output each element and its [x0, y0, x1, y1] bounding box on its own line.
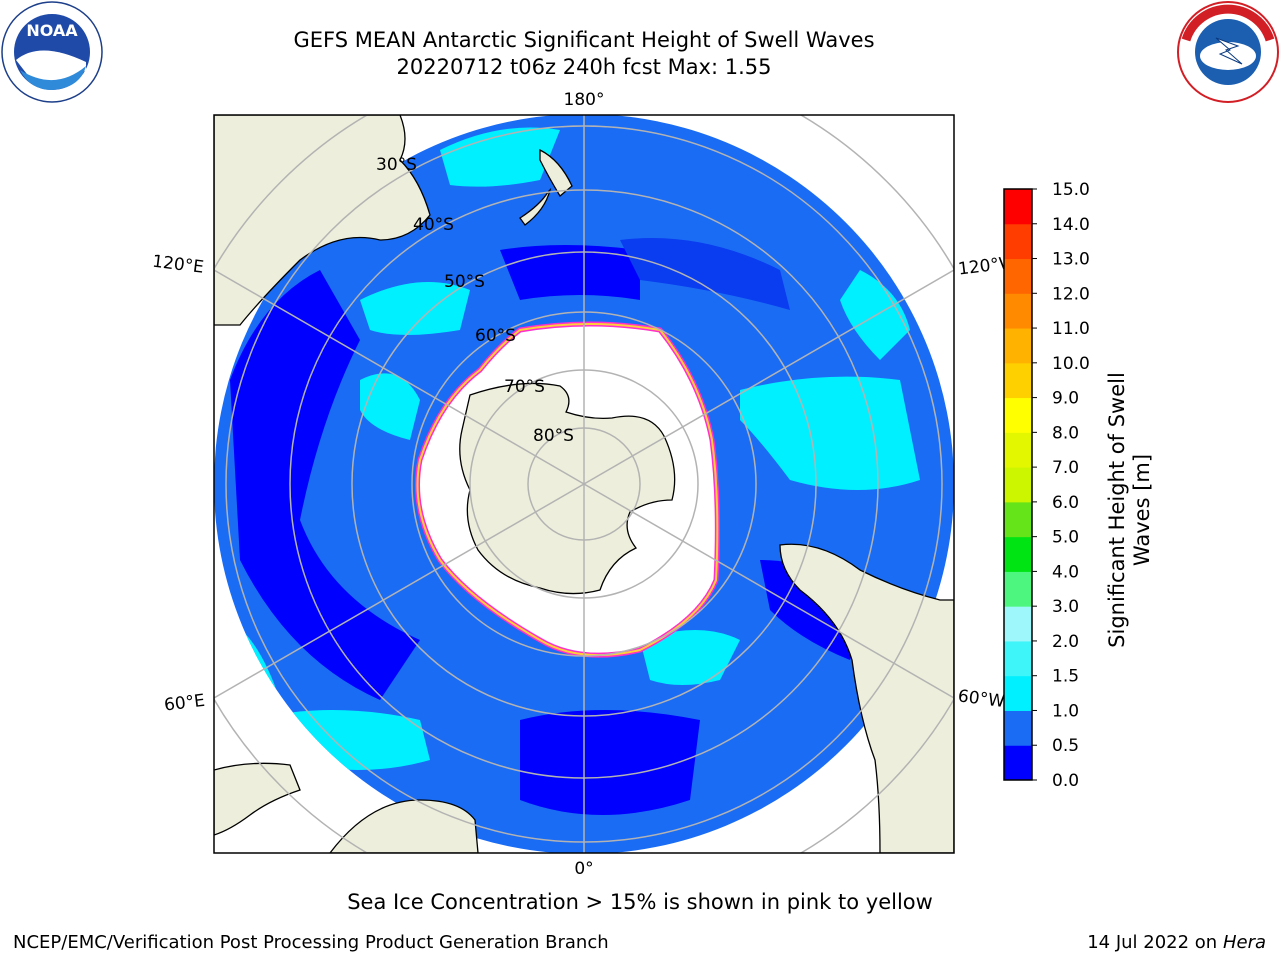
south-america	[779, 543, 954, 853]
lon-label-0: 0°	[574, 859, 593, 879]
svg-text:NOAA: NOAA	[26, 21, 78, 40]
colorbar-segment	[1004, 223, 1032, 260]
footer-date: 14 Jul 2022 on Hera	[1087, 932, 1266, 953]
colorbar-segment	[1004, 467, 1032, 503]
lat-label-70s: 70°S	[504, 377, 545, 397]
colorbar-segment	[1004, 362, 1032, 399]
colorbar-segment	[1004, 189, 1032, 225]
colorbar-segment	[1004, 675, 1032, 711]
nws-logo	[1177, 1, 1279, 103]
colorbar-segment	[1004, 571, 1032, 607]
colorbar-segment	[1004, 258, 1032, 294]
colorbar-segment	[1004, 640, 1032, 677]
map-frame	[213, 114, 955, 854]
colorbar-tick-label: 0.5	[1052, 736, 1079, 756]
footer-date-text: 14 Jul 2022 on	[1087, 932, 1223, 953]
colorbar-segment	[1004, 501, 1032, 538]
lon-label-60w: 60°W	[957, 686, 1006, 712]
colorbar: 0.0 0.5 1.0 1.5 2.0 3.0 4.0 5.0 6.0 7.0 8.0 9.0 10.0…	[1003, 180, 1090, 791]
lat-label-40s: 40°S	[413, 215, 454, 235]
noaa-logo: NOAA	[1, 1, 103, 103]
colorbar-frame	[1003, 188, 1033, 781]
footer-host: Hera	[1222, 932, 1266, 953]
colorbar-segment	[1004, 536, 1032, 572]
colorbar-tick-label: 3.0	[1052, 597, 1079, 617]
footer-branch: NCEP/EMC/Verification Post Processing Pr…	[13, 932, 609, 953]
colorbar-title: Significant Height of Swell Waves [m]	[1105, 350, 1155, 670]
lat-label-60s: 60°S	[475, 326, 516, 346]
lon-label-60e: 60°E	[163, 691, 206, 716]
lon-label-180: 180°	[564, 90, 605, 110]
colorbar-segment	[1004, 432, 1032, 468]
colorbar-tick-label: 15.0	[1052, 180, 1090, 200]
lat-label-80s: 80°S	[533, 426, 574, 446]
colorbar-segment	[1004, 328, 1032, 364]
colorbar-title-line2: Waves [m]	[1130, 453, 1154, 567]
colorbar-tick-label: 9.0	[1052, 389, 1079, 409]
colorbar-segment	[1004, 710, 1032, 746]
colorbar-segment	[1004, 293, 1032, 329]
colorbar-tick-label: 7.0	[1052, 458, 1079, 478]
colorbar-tick-label: 6.0	[1052, 493, 1079, 513]
colorbar-title-line1: Significant Height of Swell	[1105, 372, 1129, 648]
lat-label-30s: 30°S	[376, 155, 417, 175]
colorbar-tick-label: 14.0	[1052, 215, 1090, 235]
colorbar-segment	[1004, 745, 1032, 781]
colorbar-tick-label: 12.0	[1052, 284, 1090, 304]
chart-title-line1: GEFS MEAN Antarctic Significant Height o…	[293, 28, 875, 52]
colorbar-tick-label: 0.0	[1052, 771, 1079, 791]
colorbar-tick-label: 8.0	[1052, 423, 1079, 443]
chart-title-line2: 20220712 t06z 240h fcst Max: 1.55	[396, 55, 772, 79]
africa	[329, 799, 479, 853]
colorbar-segment	[1004, 606, 1032, 642]
australia	[214, 115, 431, 326]
lat-label-50s: 50°S	[444, 272, 485, 292]
antarctica	[459, 382, 676, 595]
colorbar-tick-label: 10.0	[1052, 354, 1090, 374]
sea-ice-note: Sea Ice Concentration > 15% is shown in …	[347, 890, 933, 914]
colorbar-tick-label: 1.5	[1052, 667, 1079, 687]
colorbar-tick-label: 13.0	[1052, 250, 1090, 270]
colorbar-tick-label: 2.0	[1052, 632, 1079, 652]
colorbar-segment	[1004, 397, 1032, 433]
colorbar-tick-label: 11.0	[1052, 319, 1090, 339]
colorbar-tick-label: 4.0	[1052, 562, 1079, 582]
colorbar-tick-label: 5.0	[1052, 528, 1079, 548]
colorbar-tick-label: 1.0	[1052, 701, 1079, 721]
lon-label-120e: 120°E	[151, 252, 205, 278]
